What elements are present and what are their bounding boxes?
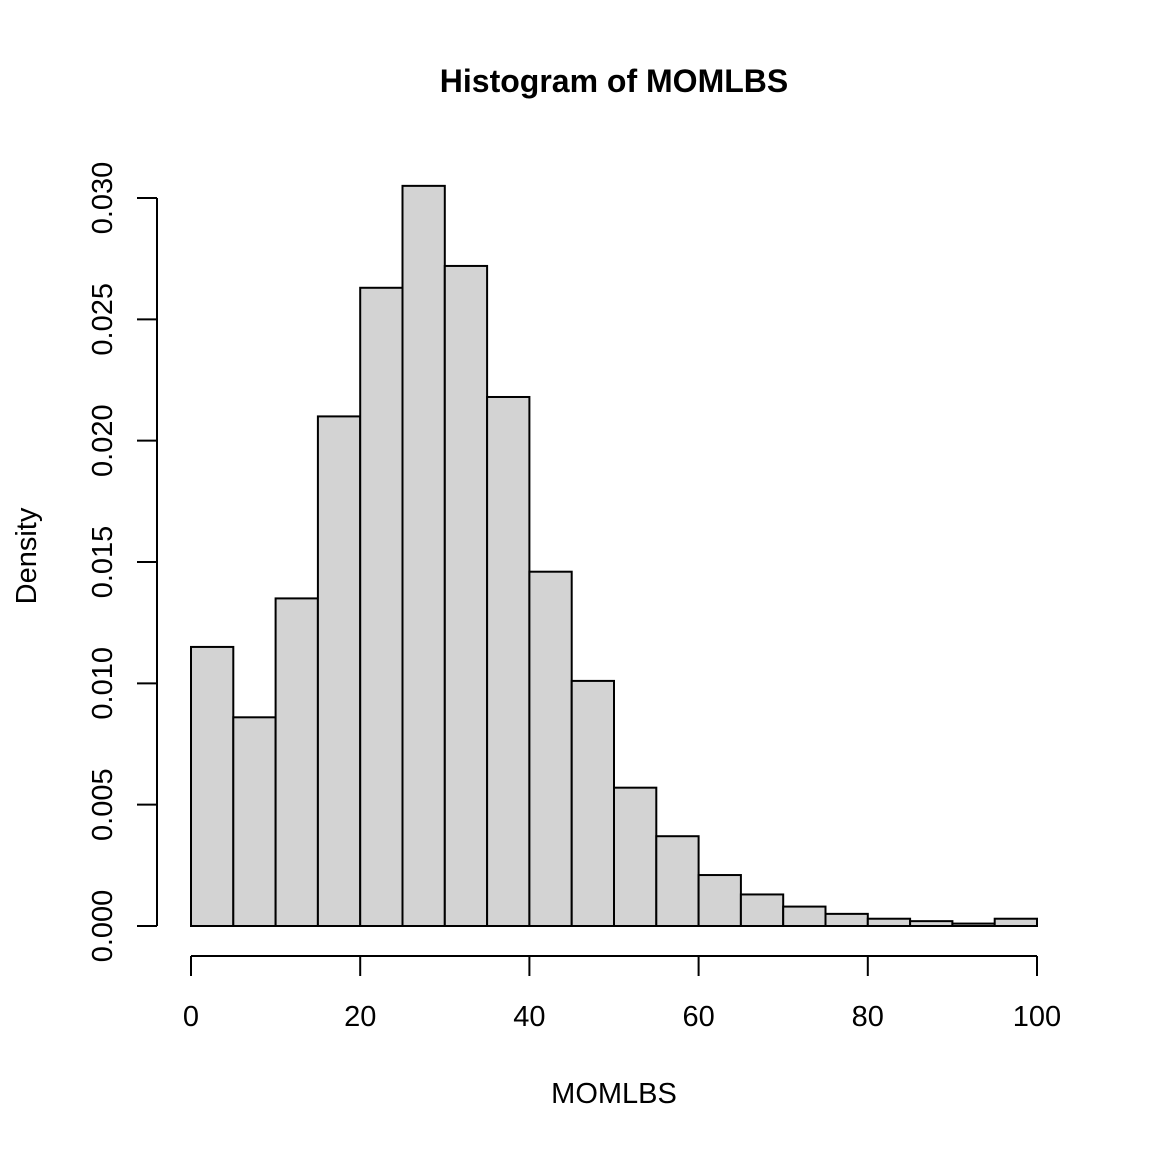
histogram-bar	[993, 917, 1039, 927]
histogram-bar	[486, 395, 531, 927]
x-tick-label: 60	[682, 1001, 714, 1033]
histogram-bar	[443, 264, 489, 927]
histogram-bar	[528, 570, 573, 927]
histogram-bar	[866, 917, 912, 927]
x-tick-label: 0	[183, 1001, 199, 1033]
histogram-bar	[782, 905, 827, 928]
x-tick-label: 80	[852, 1001, 884, 1033]
histogram-bar	[232, 716, 277, 927]
y-tick-label: 0.015	[87, 526, 119, 599]
histogram-bar	[359, 286, 404, 927]
y-tick-label: 0.025	[87, 283, 119, 356]
histogram-bar	[274, 597, 319, 928]
y-tick-label: 0.030	[87, 162, 119, 235]
histogram-bar	[697, 874, 742, 927]
histogram-bar	[951, 922, 996, 927]
y-axis-label: Density	[11, 507, 43, 604]
histogram-bar	[909, 920, 954, 928]
histogram-bar	[739, 893, 785, 927]
chart-title: Histogram of MOMLBS	[440, 63, 788, 99]
x-tick-label: 40	[513, 1001, 545, 1033]
y-tick-label: 0.005	[87, 768, 119, 841]
histogram-bar	[824, 912, 869, 927]
bars-group	[190, 184, 1039, 928]
histogram-bar	[316, 415, 362, 927]
x-tick-label: 20	[344, 1001, 376, 1033]
histogram-bar	[401, 184, 446, 928]
x-axis: 0 20 40 60 80 100	[183, 955, 1061, 1033]
histogram-bar	[655, 835, 700, 927]
y-tick-label: 0.010	[87, 647, 119, 720]
x-axis-label: MOMLBS	[551, 1078, 677, 1110]
histogram-bar	[190, 645, 235, 928]
y-axis: 0.000 0.005 0.010 0.015 0.020 0.025 0.030	[87, 162, 158, 963]
x-tick-label: 100	[1013, 1001, 1061, 1033]
histogram-bar	[570, 679, 616, 928]
y-tick-label: 0.020	[87, 404, 119, 477]
y-tick-label: 0.000	[87, 890, 119, 963]
histogram-bar	[613, 786, 658, 927]
